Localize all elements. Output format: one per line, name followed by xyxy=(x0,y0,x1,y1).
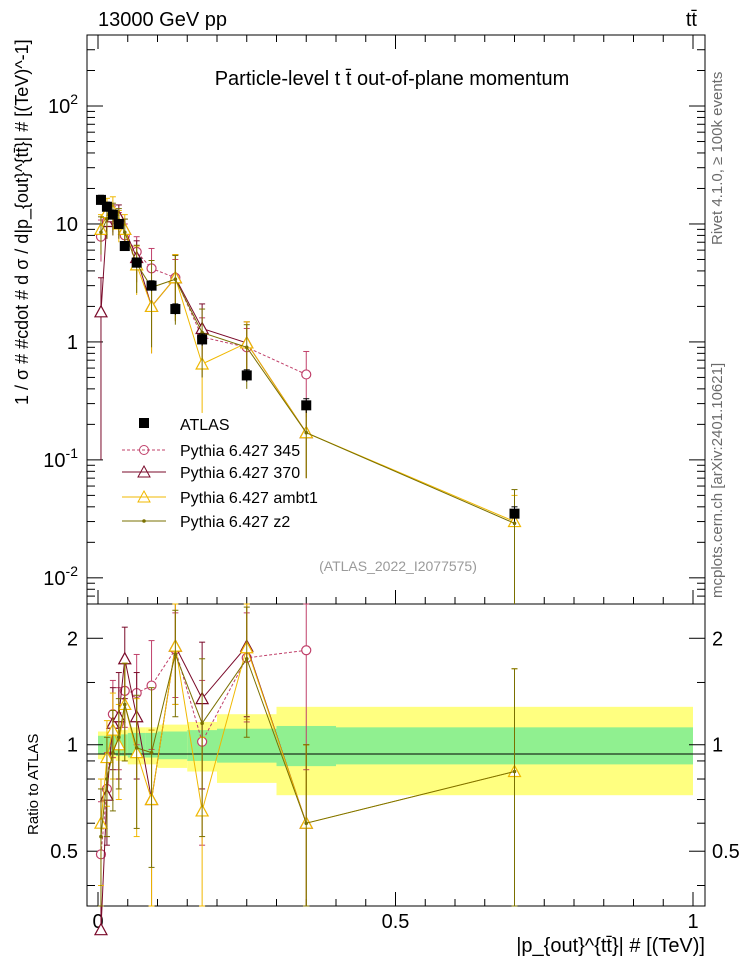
ratio-point xyxy=(99,834,103,839)
axis-ticks: 0 0.5 1 10-2 10-1 1 10 102 0.5 0.5 1 1 2 2 xyxy=(43,34,740,933)
data-point xyxy=(119,241,130,252)
source-url: mcplots.cern.ch [arXiv:2401.10621] xyxy=(709,363,726,598)
data-point xyxy=(241,370,252,381)
ratio-tick-label: 1 xyxy=(67,735,78,757)
ratio-point xyxy=(93,922,108,936)
ratio-point xyxy=(117,735,121,740)
data-point xyxy=(301,400,312,411)
legend: ATLAS Pythia 6.427 345 Pythia 6.427 370 … xyxy=(122,417,318,531)
data-point xyxy=(122,230,127,235)
y-axis-label-top: 1 / σ # #cdot # d σ / d|p_{out}^{tt̄}| #… xyxy=(12,39,33,405)
y-tick-label: 10-1 xyxy=(43,445,78,472)
data-point xyxy=(146,280,157,291)
data-point xyxy=(95,194,106,205)
ratio-point xyxy=(301,645,312,656)
ratio-point xyxy=(105,777,109,781)
data-point xyxy=(131,257,142,268)
ratio-point xyxy=(117,651,132,665)
ratio-pythia-6-427-z2 xyxy=(97,606,518,907)
legend-ambt1-marker xyxy=(137,489,151,503)
y-tick-label: 1 xyxy=(67,332,78,354)
plot-title: Particle-level t t̄ out-of-plane momentu… xyxy=(215,68,570,90)
data-point xyxy=(170,304,181,315)
ratio-series xyxy=(93,603,522,936)
data-point xyxy=(509,508,520,519)
ratio-tick-label: 0.5 xyxy=(50,841,78,863)
analysis-label: (ATLAS_2022_I2077575) xyxy=(319,558,477,574)
ratio-tick-label-right: 2 xyxy=(712,628,723,650)
data-point xyxy=(304,430,309,435)
data-point xyxy=(107,209,118,220)
series-line xyxy=(100,218,307,375)
ratio-point xyxy=(244,656,249,661)
series-line xyxy=(100,209,515,523)
legend-atlas-marker xyxy=(139,418,149,428)
upper-series xyxy=(93,194,522,604)
ratio-tick-label: 2 xyxy=(67,628,78,650)
data-point xyxy=(173,277,178,282)
x-axis-label: |p_{out}^{tt̄}| # [(TeV)] xyxy=(516,935,705,957)
data-point xyxy=(113,218,124,229)
process-label: tt̄ xyxy=(686,9,698,31)
ratio-point xyxy=(512,769,517,774)
energy-label: 13000 GeV pp xyxy=(98,9,227,31)
legend-z2-label: Pythia 6.427 z2 xyxy=(180,514,290,531)
x-tick-label: 0 xyxy=(92,911,103,933)
y-axis-label-bottom: Ratio to ATLAS xyxy=(25,734,42,835)
ratio-line xyxy=(100,644,307,930)
legend-345-marker xyxy=(139,445,149,455)
ratio-point xyxy=(200,721,204,726)
y-tick-label: 10 xyxy=(56,214,78,236)
x-tick-label: 0.5 xyxy=(382,911,410,933)
ratio-point xyxy=(304,821,309,826)
ratio-tick-label-right: 1 xyxy=(712,735,723,757)
ratio-tick-label-right: 0.5 xyxy=(712,841,740,863)
y-tick-label: 10-2 xyxy=(43,563,78,590)
rivet-version: Rivet 4.1.0, ≥ 100k events xyxy=(709,72,726,245)
data-point xyxy=(93,304,108,318)
x-tick-label: 1 xyxy=(687,911,698,933)
data-point xyxy=(197,334,208,345)
ratio-point xyxy=(149,750,154,755)
legend-atlas-label: ATLAS xyxy=(180,417,230,434)
data-point xyxy=(99,230,103,235)
ratio-point xyxy=(122,702,127,707)
legend-z2-marker xyxy=(142,519,146,523)
y-tick-label: 102 xyxy=(48,91,78,118)
legend-ambt1-label: Pythia 6.427 ambt1 xyxy=(180,490,318,507)
data-point xyxy=(105,217,109,221)
legend-370-label: Pythia 6.427 370 xyxy=(180,465,300,482)
ratio-point xyxy=(134,746,139,750)
legend-345-label: Pythia 6.427 345 xyxy=(180,443,300,460)
data-point xyxy=(512,521,517,526)
series-atlas xyxy=(95,194,520,522)
ratio-point xyxy=(173,652,178,657)
ratio-line xyxy=(100,652,515,837)
data-point xyxy=(301,369,312,380)
legend-370-marker xyxy=(137,464,151,478)
data-point xyxy=(244,345,249,350)
data-point xyxy=(101,201,112,212)
ratio-point xyxy=(111,750,115,755)
band-inner xyxy=(157,731,188,760)
